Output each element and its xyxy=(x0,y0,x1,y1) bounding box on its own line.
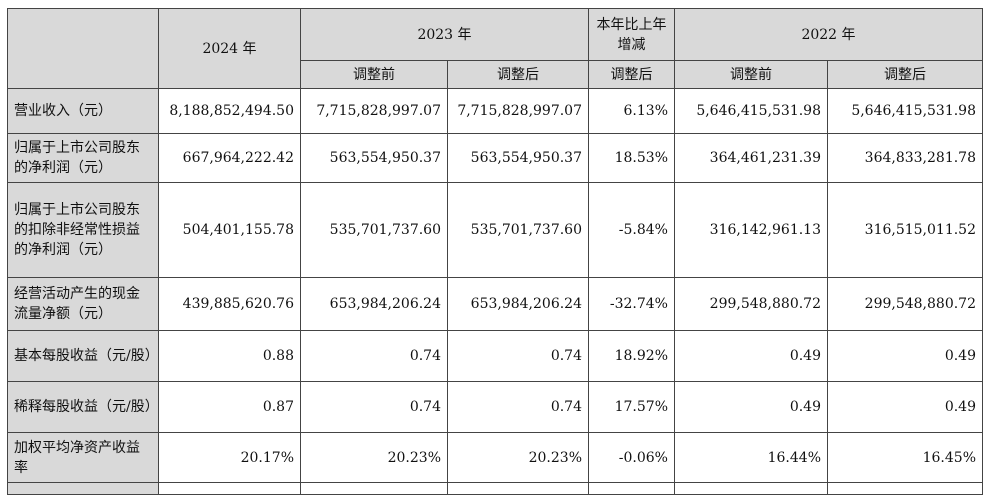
row-label: 稀释每股收益（元/股） xyxy=(7,381,159,433)
value-2022-before: 16.44% xyxy=(674,432,828,483)
value-change: -32.74% xyxy=(588,277,675,331)
value-2022-after: 364,833,281.78 xyxy=(827,133,983,183)
row-label-partial xyxy=(7,482,159,495)
value-2023-after: 0.74 xyxy=(447,381,589,433)
value-partial xyxy=(674,482,828,495)
row-label: 归属于上市公司股东的扣除非经常性损益的净利润（元） xyxy=(7,182,159,278)
value-2022-after: 0.49 xyxy=(827,381,983,433)
value-2022-before: 0.49 xyxy=(674,330,828,382)
row-label: 经营活动产生的现金流量净额（元） xyxy=(7,277,159,331)
value-change: 17.57% xyxy=(588,381,675,433)
value-2022-before: 299,548,880.72 xyxy=(674,277,828,331)
header-2024: 2024 年 xyxy=(158,8,301,89)
value-2023-after: 7,715,828,997.07 xyxy=(447,88,589,134)
value-2022-after: 5,646,415,531.98 xyxy=(827,88,983,134)
value-2024: 20.17% xyxy=(158,432,301,483)
table-row: 归属于上市公司股东的扣除非经常性损益的净利润（元） 504,401,155.78… xyxy=(7,182,983,278)
value-2023-after: 653,984,206.24 xyxy=(447,277,589,331)
value-2022-before: 5,646,415,531.98 xyxy=(674,88,828,134)
value-2024: 0.87 xyxy=(158,381,301,433)
value-2024: 439,885,620.76 xyxy=(158,277,301,331)
header-2023: 2023 年 xyxy=(300,8,589,61)
value-2024: 504,401,155.78 xyxy=(158,182,301,278)
value-2024: 667,964,222.42 xyxy=(158,133,301,183)
row-label: 归属于上市公司股东的净利润（元） xyxy=(7,133,159,183)
value-partial xyxy=(158,482,301,495)
value-change: 6.13% xyxy=(588,88,675,134)
value-2022-after: 16.45% xyxy=(827,432,983,483)
value-2023-after: 20.23% xyxy=(447,432,589,483)
value-2023-before: 0.74 xyxy=(300,330,448,382)
table-row-partial xyxy=(7,482,983,495)
table-row: 基本每股收益（元/股） 0.88 0.74 0.74 18.92% 0.49 0… xyxy=(7,330,983,382)
row-label: 加权平均净资产收益率 xyxy=(7,432,159,483)
value-change: -5.84% xyxy=(588,182,675,278)
value-change: 18.53% xyxy=(588,133,675,183)
value-2022-after: 316,515,011.52 xyxy=(827,182,983,278)
header-row-top: 2024 年 2023 年 本年比上年增减 2022 年 xyxy=(7,8,983,89)
header-2023-after: 调整后 xyxy=(447,60,589,89)
header-corner-cell xyxy=(7,8,159,89)
value-2023-after: 0.74 xyxy=(447,330,589,382)
value-2022-before: 0.49 xyxy=(674,381,828,433)
value-2023-before: 563,554,950.37 xyxy=(300,133,448,183)
table-row: 加权平均净资产收益率 20.17% 20.23% 20.23% -0.06% 1… xyxy=(7,432,983,483)
value-2023-before: 0.74 xyxy=(300,381,448,433)
value-2024: 0.88 xyxy=(158,330,301,382)
value-change: 18.92% xyxy=(588,330,675,382)
value-2023-before: 535,701,737.60 xyxy=(300,182,448,278)
value-2022-after: 0.49 xyxy=(827,330,983,382)
header-change: 本年比上年增减 xyxy=(588,8,675,61)
value-partial xyxy=(827,482,983,495)
table-row: 经营活动产生的现金流量净额（元） 439,885,620.76 653,984,… xyxy=(7,277,983,331)
header-2023-before: 调整前 xyxy=(300,60,448,89)
header-2022: 2022 年 xyxy=(674,8,983,61)
value-2023-after: 535,701,737.60 xyxy=(447,182,589,278)
value-2023-before: 653,984,206.24 xyxy=(300,277,448,331)
value-2024: 8,188,852,494.50 xyxy=(158,88,301,134)
row-label: 营业收入（元） xyxy=(7,88,159,134)
header-change-after: 调整后 xyxy=(588,60,675,89)
value-partial xyxy=(300,482,448,495)
table-row: 营业收入（元） 8,188,852,494.50 7,715,828,997.0… xyxy=(7,88,983,134)
value-partial xyxy=(447,482,589,495)
value-2022-before: 364,461,231.39 xyxy=(674,133,828,183)
table-row: 稀释每股收益（元/股） 0.87 0.74 0.74 17.57% 0.49 0… xyxy=(7,381,983,433)
header-2022-after: 调整后 xyxy=(827,60,983,89)
financial-summary-table: 2024 年 2023 年 本年比上年增减 2022 年 调整前 调整后 调整后… xyxy=(7,8,983,495)
value-2023-before: 20.23% xyxy=(300,432,448,483)
header-row-sub: 调整前 调整后 调整后 调整前 调整后 xyxy=(8,60,983,89)
value-change: -0.06% xyxy=(588,432,675,483)
value-2022-after: 299,548,880.72 xyxy=(827,277,983,331)
row-label: 基本每股收益（元/股） xyxy=(7,330,159,382)
value-partial xyxy=(588,482,675,495)
value-2023-after: 563,554,950.37 xyxy=(447,133,589,183)
value-2022-before: 316,142,961.13 xyxy=(674,182,828,278)
table-row: 归属于上市公司股东的净利润（元） 667,964,222.42 563,554,… xyxy=(7,133,983,183)
value-2023-before: 7,715,828,997.07 xyxy=(300,88,448,134)
header-2022-before: 调整前 xyxy=(674,60,828,89)
